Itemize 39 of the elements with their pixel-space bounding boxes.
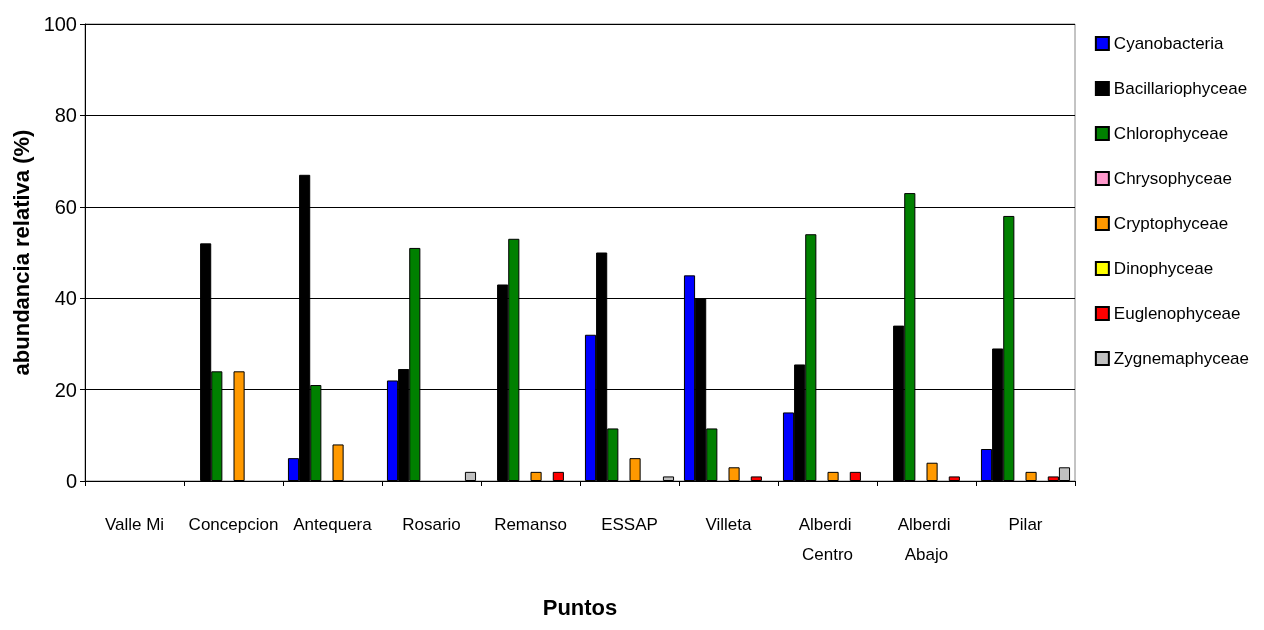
bar bbox=[728, 467, 740, 481]
y-tick-label: 100 bbox=[43, 13, 77, 35]
x-tick-label: Villeta bbox=[705, 514, 753, 534]
y-tick-label: 0 bbox=[65, 470, 77, 492]
legend-label: Bacillariophyceae bbox=[1113, 79, 1248, 98]
x-tick-label: Antequera bbox=[293, 514, 373, 534]
x-tick-label: Alberdi Centro bbox=[798, 514, 857, 564]
bar bbox=[926, 462, 938, 481]
y-tick-label: 60 bbox=[54, 195, 77, 218]
x-tick-label: Pilar bbox=[1008, 514, 1043, 534]
bar bbox=[629, 458, 641, 481]
x-tick-label: Alberdi Abajo bbox=[897, 514, 956, 564]
legend-label: Euglenophyceae bbox=[1113, 304, 1241, 323]
y-axis-title: abundancia relativa (%) bbox=[9, 129, 35, 376]
legend-label: Cyanobacteria bbox=[1113, 34, 1225, 53]
y-tick-label: 80 bbox=[54, 104, 77, 127]
legend-label: Zygnemaphyceae bbox=[1113, 349, 1249, 368]
bar bbox=[530, 471, 542, 481]
legend-label: Chlorophyceae bbox=[1113, 124, 1229, 143]
x-tick-label: Rosario bbox=[402, 514, 461, 534]
legend-label: Cryptophyceae bbox=[1113, 214, 1229, 233]
bar bbox=[948, 476, 960, 481]
legend-label: Dinophyceae bbox=[1113, 259, 1214, 278]
x-tick-label: ESSAP bbox=[601, 514, 658, 534]
x-tick-label: Valle Mi bbox=[104, 514, 165, 534]
x-tick-label: Remanso bbox=[494, 514, 567, 534]
bar bbox=[827, 471, 839, 481]
bar bbox=[464, 471, 477, 481]
legend-label: Chrysophyceae bbox=[1113, 169, 1232, 188]
bar bbox=[332, 444, 344, 481]
bar bbox=[750, 476, 762, 481]
bar bbox=[662, 476, 675, 481]
x-tick-label: Concepcion bbox=[188, 514, 279, 534]
y-tick-label: 40 bbox=[54, 287, 77, 310]
bar bbox=[849, 471, 861, 481]
y-tick-label: 20 bbox=[54, 378, 77, 401]
x-axis-title: Puntos bbox=[542, 594, 618, 620]
bar bbox=[552, 471, 564, 481]
bar bbox=[1025, 471, 1037, 481]
